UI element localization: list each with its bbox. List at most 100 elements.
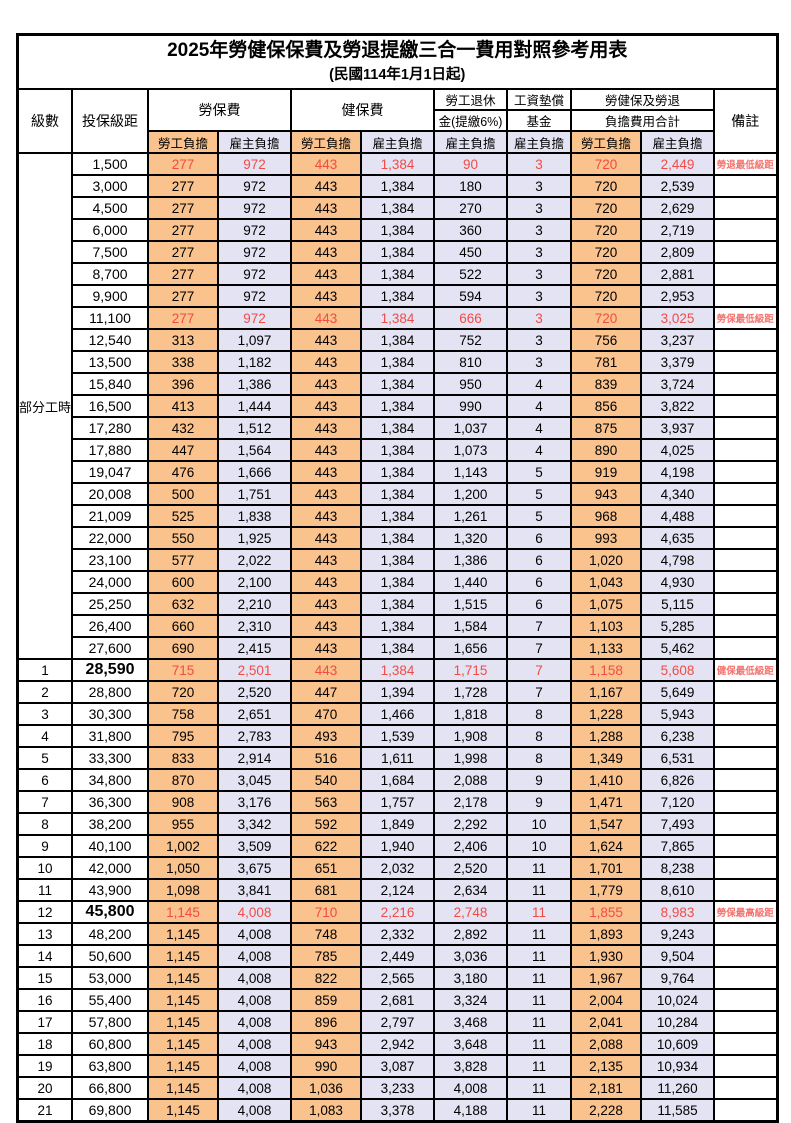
cell-bracket: 34,800	[71, 768, 150, 792]
cell-remark	[713, 746, 779, 770]
cell-remark: 健保最低級距	[713, 658, 779, 682]
cell-health-ins-employee: 443	[290, 240, 363, 264]
cell-health-ins-employee: 443	[290, 284, 363, 308]
cell-health-ins-employer: 1,384	[360, 262, 436, 286]
cell-wage-fund-employer: 11	[506, 1010, 573, 1034]
cell-health-ins-employee: 563	[290, 790, 363, 814]
cell-health-ins-employer: 2,681	[360, 988, 436, 1012]
cell-labor-ins-employer: 3,675	[217, 856, 293, 880]
cell-total-employer: 4,340	[640, 482, 716, 506]
cell-wage-fund-employer: 3	[506, 218, 573, 242]
cell-total-employer: 4,798	[640, 548, 716, 572]
cell-wage-fund-employer: 3	[506, 350, 573, 374]
cell-wage-fund-employer: 9	[506, 768, 573, 792]
cell-health-ins-employer: 1,384	[360, 504, 436, 528]
cell-level: 16	[16, 988, 74, 1012]
cell-total-employee: 1,075	[570, 592, 643, 616]
cell-pension-employer: 594	[433, 284, 509, 308]
cell-wage-fund-employer: 5	[506, 460, 573, 484]
cell-bracket: 17,880	[71, 438, 150, 462]
cell-labor-ins-employee: 715	[147, 658, 220, 682]
cell-wage-fund-employer: 3	[506, 306, 573, 330]
cell-total-employee: 1,043	[570, 570, 643, 594]
cell-total-employee: 968	[570, 504, 643, 528]
col-header-labor-insurance: 勞保費	[147, 88, 293, 132]
cell-total-employer: 2,809	[640, 240, 716, 264]
cell-total-employer: 5,285	[640, 614, 716, 638]
cell-health-ins-employer: 2,797	[360, 1010, 436, 1034]
cell-total-employer: 7,865	[640, 834, 716, 858]
cell-health-ins-employee: 443	[290, 262, 363, 286]
cell-remark	[713, 768, 779, 792]
cell-health-ins-employer: 2,449	[360, 944, 436, 968]
cell-health-ins-employer: 1,384	[360, 350, 436, 374]
cell-labor-ins-employee: 432	[147, 416, 220, 440]
table-row: 17 57,800 1,145 4,008 896 2,797 3,468 11 2,041 10…	[16, 1010, 779, 1034]
cell-health-ins-employer: 3,087	[360, 1054, 436, 1078]
cell-bracket: 6,000	[71, 218, 150, 242]
cell-health-ins-employer: 1,384	[360, 372, 436, 396]
cell-bracket: 27,600	[71, 636, 150, 660]
table-row: 26,400 660 2,310 443 1,384 1,584 7 1,103 5,285	[18, 614, 779, 638]
cell-pension-employer: 2,748	[433, 900, 509, 924]
cell-total-employer: 4,025	[640, 438, 716, 462]
cell-total-employee: 720	[570, 306, 643, 330]
cell-labor-ins-employer: 2,651	[217, 702, 293, 726]
cell-health-ins-employer: 1,384	[360, 570, 436, 594]
cell-health-ins-employee: 748	[290, 922, 363, 946]
cell-labor-ins-employee: 277	[147, 262, 220, 286]
cell-labor-ins-employer: 1,838	[217, 504, 293, 528]
cell-health-ins-employee: 470	[290, 702, 363, 726]
cell-bracket: 60,800	[71, 1032, 150, 1056]
cell-wage-fund-employer: 11	[506, 856, 573, 880]
cell-health-ins-employer: 1,394	[360, 680, 436, 704]
table-row: 25,250 632 2,210 443 1,384 1,515 6 1,075 5,115	[18, 592, 779, 616]
cell-labor-ins-employee: 660	[147, 614, 220, 638]
cell-total-employer: 6,826	[640, 768, 716, 792]
cell-pension-employer: 2,634	[433, 878, 509, 902]
cell-health-ins-employee: 443	[290, 152, 363, 176]
cell-wage-fund-employer: 5	[506, 482, 573, 506]
cell-total-employer: 6,238	[640, 724, 716, 748]
cell-health-ins-employee: 493	[290, 724, 363, 748]
cell-bracket: 15,840	[71, 372, 150, 396]
cell-total-employer: 2,539	[640, 174, 716, 198]
cell-bracket: 7,500	[71, 240, 150, 264]
cell-health-ins-employee: 443	[290, 306, 363, 330]
cell-pension-employer: 1,715	[433, 658, 509, 682]
cell-labor-ins-employee: 1,145	[147, 1054, 220, 1078]
premium-table: 2025年勞健保保費及勞退提繳三合一費用對照參考用表 (民國114年1月1日起)…	[16, 33, 779, 1123]
cell-labor-ins-employee: 720	[147, 680, 220, 704]
cell-total-employer: 10,024	[640, 988, 716, 1012]
cell-total-employer: 8,983	[640, 900, 716, 924]
cell-health-ins-employee: 785	[290, 944, 363, 968]
cell-bracket: 55,400	[71, 988, 150, 1012]
cell-total-employee: 720	[570, 218, 643, 242]
cell-remark	[713, 548, 779, 572]
cell-total-employer: 3,379	[640, 350, 716, 374]
cell-total-employee: 2,181	[570, 1076, 643, 1100]
cell-labor-ins-employer: 4,008	[217, 1032, 293, 1056]
cell-pension-employer: 3,036	[433, 944, 509, 968]
cell-pension-employer: 950	[433, 372, 509, 396]
cell-wage-fund-employer: 9	[506, 790, 573, 814]
cell-pension-employer: 522	[433, 262, 509, 286]
cell-pension-employer: 1,584	[433, 614, 509, 638]
subheader-total-employer: 雇主負擔	[640, 130, 716, 154]
cell-bracket: 38,200	[71, 812, 150, 836]
cell-level: 20	[16, 1076, 74, 1100]
cell-bracket: 45,800	[71, 900, 150, 924]
cell-health-ins-employee: 443	[290, 658, 363, 682]
cell-total-employer: 10,934	[640, 1054, 716, 1078]
cell-health-ins-employer: 2,942	[360, 1032, 436, 1056]
cell-remark	[713, 878, 779, 902]
cell-health-ins-employee: 443	[290, 196, 363, 220]
cell-health-ins-employer: 1,384	[360, 218, 436, 242]
cell-remark	[713, 570, 779, 594]
cell-wage-fund-employer: 3	[506, 196, 573, 220]
cell-health-ins-employee: 443	[290, 328, 363, 352]
cell-total-employer: 11,585	[640, 1098, 716, 1123]
table-row: 8,700 277 972 443 1,384 522 3 720 2,881	[18, 262, 779, 286]
cell-remark	[713, 1076, 779, 1100]
cell-pension-employer: 1,200	[433, 482, 509, 506]
